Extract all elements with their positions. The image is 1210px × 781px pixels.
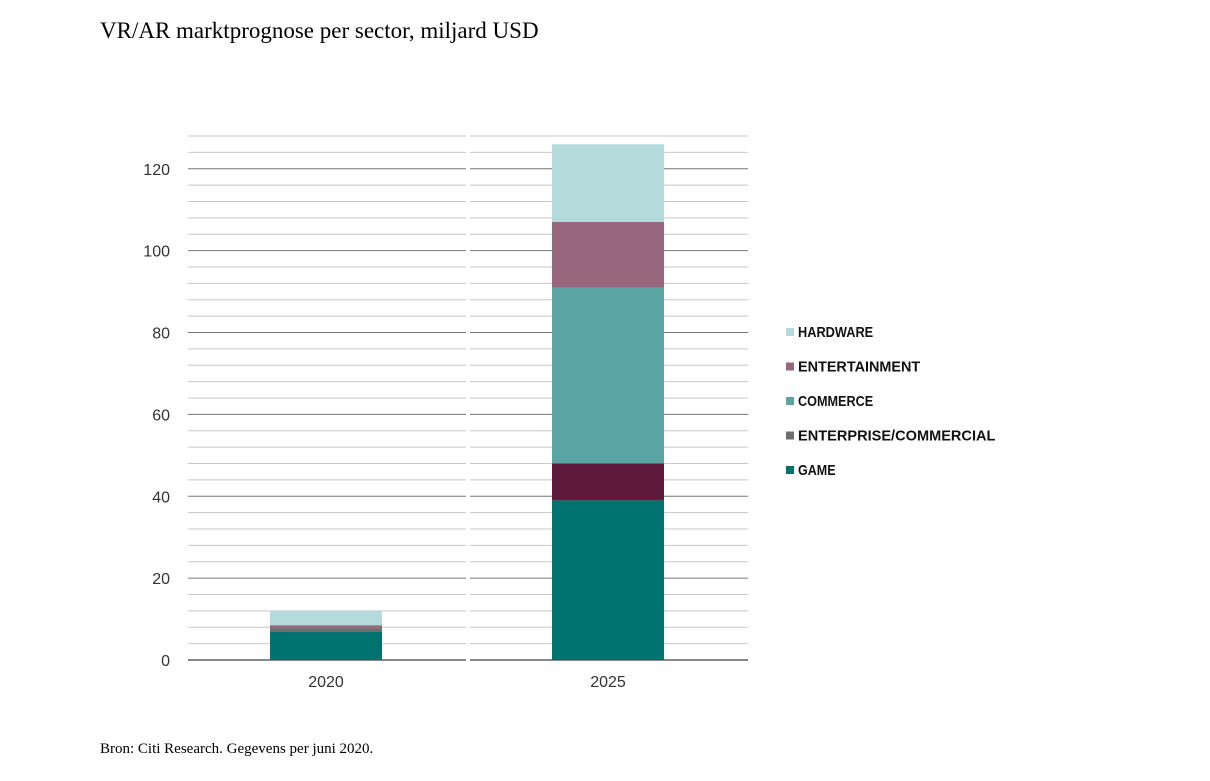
- legend-swatch: [786, 362, 794, 371]
- legend-swatch: [786, 397, 794, 405]
- bar-segment: [270, 610, 382, 626]
- bar-segment: [552, 500, 664, 660]
- x-tick-label: 2025: [590, 674, 626, 691]
- bar-segment: [552, 463, 664, 501]
- bar-segment: [552, 144, 664, 222]
- legend-swatch: [786, 328, 794, 336]
- legend-label: COMMERCE: [798, 393, 873, 410]
- bar-segment: [270, 625, 382, 629]
- y-tick-label: 60: [152, 407, 170, 424]
- legend-swatch: [786, 431, 794, 440]
- legend-label: ENTERPRISE/COMMERCIAL: [798, 428, 995, 445]
- y-tick-label: 20: [152, 571, 170, 588]
- bar-segment: [270, 631, 382, 660]
- y-tick-label: 100: [143, 244, 170, 261]
- legend-label: GAME: [798, 462, 836, 479]
- source-note: Bron: Citi Research. Gegevens per juni 2…: [100, 741, 373, 757]
- y-tick-label: 80: [152, 326, 170, 343]
- legend-label: HARDWARE: [798, 324, 873, 341]
- y-tick-label: 40: [152, 489, 170, 506]
- y-tick-label: 120: [143, 162, 170, 179]
- legend-label: ENTERTAINMENT: [798, 359, 920, 376]
- bar-segment: [552, 287, 664, 464]
- bar-segment: [552, 221, 664, 288]
- chart-title: VR/AR marktprognose per sector, miljard …: [100, 18, 539, 43]
- bar-segment: [270, 628, 382, 632]
- y-tick-label: 0: [161, 653, 170, 670]
- x-tick-label: 2020: [308, 674, 344, 691]
- legend-swatch: [786, 466, 794, 474]
